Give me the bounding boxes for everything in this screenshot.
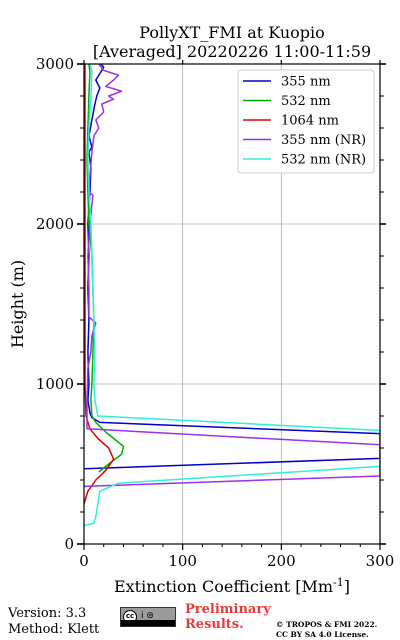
chart-title-line1: PollyXT_FMI at Kuopio [139,23,325,42]
version-text: Version: 3.3 [8,606,87,621]
preliminary-notice: Preliminary Results. [185,602,271,632]
x-tick-label: 0 [79,552,89,570]
y-tick-label: 0 [64,535,74,553]
series-line-1 [86,64,125,473]
series-line-2 [84,64,115,505]
x-axis-label-sup: -1 [333,576,344,589]
copyright-line2: CC BY SA 4.0 License. [276,630,369,639]
plot-frame [83,63,381,545]
chart-svg: PollyXT_FMI at Kuopio [Averaged] 2022022… [8,23,395,596]
y-tick-label: 3000 [36,55,74,73]
preliminary-line2: Results. [185,617,244,632]
legend: 355 nm 532 nm 1064 nm 355 nm (NR) 532 nm (NR… [237,69,375,174]
preliminary-line1: Preliminary [185,602,271,617]
legend-label: 355 nm (NR) [281,133,366,148]
chart-title-line2: [Averaged] 20220226 11:00-11:59 [93,42,371,61]
legend-label: 532 nm (NR) [281,153,366,168]
x-axis-label-main: Extinction Coefficient [Mm [114,577,333,596]
cc-strip [121,620,175,626]
x-axis-label: Extinction Coefficient [Mm-1] [114,576,350,596]
y-axis-label: Height (m) [8,260,27,348]
y-tick-label: 2000 [36,215,74,233]
legend-label: 1064 nm [281,114,339,129]
legend-label: 355 nm [281,75,331,90]
method-text: Method: Klett [8,622,100,637]
footer-info: Version: 3.3 Method: Klett [8,606,99,638]
copyright-line1: © TROPOS & FMI 2022. [276,620,378,629]
by-sa-icons: i ⊜ [141,611,154,621]
x-axis-label-end: ] [344,577,350,596]
legend-box [237,69,375,174]
x-tick-label: 100 [168,552,197,570]
x-tick-label: 300 [366,552,395,570]
copyright-notice: © TROPOS & FMI 2022. CC BY SA 4.0 Licens… [276,620,377,640]
series-line-4 [84,64,380,527]
series-group [84,64,380,527]
x-tick-label: 200 [267,552,296,570]
cc-license-icon: cc i ⊜ [120,607,176,627]
legend-label: 532 nm [281,94,331,109]
y-tick-label: 1000 [36,375,74,393]
ticks [77,60,386,550]
